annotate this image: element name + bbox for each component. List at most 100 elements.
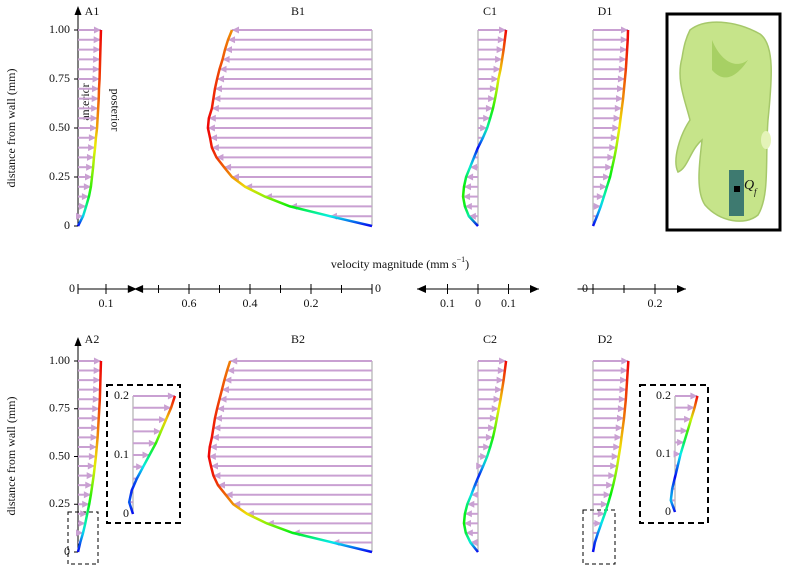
arrow-head xyxy=(221,386,229,394)
velocity-arrow xyxy=(593,183,607,191)
zoom-box xyxy=(67,511,99,565)
velocity-arrow xyxy=(593,481,614,489)
velocity-profile xyxy=(591,29,630,227)
arrow-head xyxy=(470,163,478,171)
velocity-arrow xyxy=(211,433,372,441)
velocity-arrow xyxy=(133,392,175,400)
arrow-head xyxy=(489,85,497,93)
velocity-arrow xyxy=(207,124,372,132)
arrow-head xyxy=(91,95,99,103)
panel-title: B1 xyxy=(291,4,305,18)
velocity-arrow xyxy=(208,453,372,460)
arrow-head xyxy=(214,85,222,93)
velocity-arrow xyxy=(224,376,372,384)
arrow-head xyxy=(210,462,218,470)
arrow-head xyxy=(211,104,219,112)
arrow-head xyxy=(480,124,488,132)
arrow-head xyxy=(617,85,624,93)
velocity-arrow xyxy=(593,367,628,375)
arrow-head xyxy=(608,472,616,480)
annotation: posterior xyxy=(108,89,122,132)
velocity-arrow xyxy=(478,357,507,365)
velocity-arrow xyxy=(593,134,618,142)
velocity-arrow xyxy=(463,519,478,527)
velocity-arrow xyxy=(78,144,96,152)
velocity-arrow xyxy=(213,424,372,432)
arrow-head xyxy=(463,183,471,191)
velocity-arrow xyxy=(214,414,372,422)
y-axis-arrow xyxy=(74,6,82,15)
arrow-head xyxy=(217,75,225,83)
velocity-arrow xyxy=(478,75,499,83)
velocity-arrow xyxy=(463,193,478,201)
arrow-head xyxy=(464,510,472,518)
arrow-head xyxy=(88,134,96,142)
velocity-arrow xyxy=(675,438,685,446)
arrow-head xyxy=(224,376,232,384)
velocity-arrow xyxy=(78,500,90,508)
arrow-head xyxy=(88,144,96,152)
velocity-arrow xyxy=(593,510,605,518)
velocity-arrow xyxy=(593,357,629,365)
arrow-head xyxy=(611,453,619,460)
arrow-head xyxy=(619,386,627,394)
arrow-head xyxy=(603,173,611,181)
inset-tick-label: 0 xyxy=(123,506,129,520)
arrow-head xyxy=(167,392,175,400)
velocity-arrow xyxy=(478,124,488,132)
velocity-arrow xyxy=(467,500,478,508)
velocity-arrow xyxy=(478,395,501,403)
arrow-head xyxy=(92,85,99,93)
velocity-arrow xyxy=(78,443,97,451)
velocity-arrow xyxy=(208,114,372,122)
scale-tick-label: 0 xyxy=(582,281,588,295)
arrow-head xyxy=(228,36,236,44)
scale-tick-label: 0.4 xyxy=(243,296,258,310)
velocity-profile xyxy=(461,29,508,227)
velocity-arrow xyxy=(78,153,94,161)
y-tick-label: 0.50 xyxy=(49,448,70,462)
arrow-head xyxy=(499,357,507,365)
velocity-arrow xyxy=(228,36,372,44)
velocity-arrow xyxy=(593,26,629,34)
arrow-head xyxy=(497,36,505,44)
arrow-head xyxy=(617,405,625,413)
velocity-profile xyxy=(206,29,373,228)
arrow-head xyxy=(600,500,608,508)
velocity-arrow xyxy=(217,75,372,83)
arrow-head xyxy=(148,439,156,447)
x-label-end: ) xyxy=(465,257,469,271)
arrow-head xyxy=(136,463,144,471)
velocity-arrow xyxy=(478,367,505,375)
arrow-head xyxy=(92,395,100,403)
arrow-head xyxy=(90,114,98,122)
arrow-head xyxy=(690,392,698,400)
arrow-head xyxy=(483,443,491,451)
arrow-head xyxy=(596,193,604,201)
image-label-sub: f xyxy=(754,187,758,197)
arrow-head xyxy=(480,453,488,460)
velocity-arrow xyxy=(593,36,628,44)
velocity-arrow xyxy=(233,500,372,508)
velocity-arrow xyxy=(593,462,618,470)
arrow-head xyxy=(208,114,216,122)
arrow-head xyxy=(684,415,692,423)
arrow-head xyxy=(491,75,499,83)
velocity-arrow xyxy=(78,491,91,499)
velocity-arrow xyxy=(78,46,101,54)
image-shape xyxy=(675,21,772,222)
arrow-head xyxy=(496,376,504,384)
velocity-arrow xyxy=(593,46,628,54)
arrow-head xyxy=(495,55,503,63)
velocity-arrow xyxy=(593,173,611,181)
arrow-head xyxy=(88,453,96,460)
arrow-head xyxy=(86,163,94,171)
velocity-arrow xyxy=(593,163,613,171)
velocity-arrow xyxy=(78,193,89,201)
arrow-head xyxy=(617,414,624,422)
panel-title: C2 xyxy=(483,332,497,346)
arrow-head xyxy=(76,529,84,537)
velocity-arrow xyxy=(478,376,504,384)
arrow-head xyxy=(91,104,99,112)
